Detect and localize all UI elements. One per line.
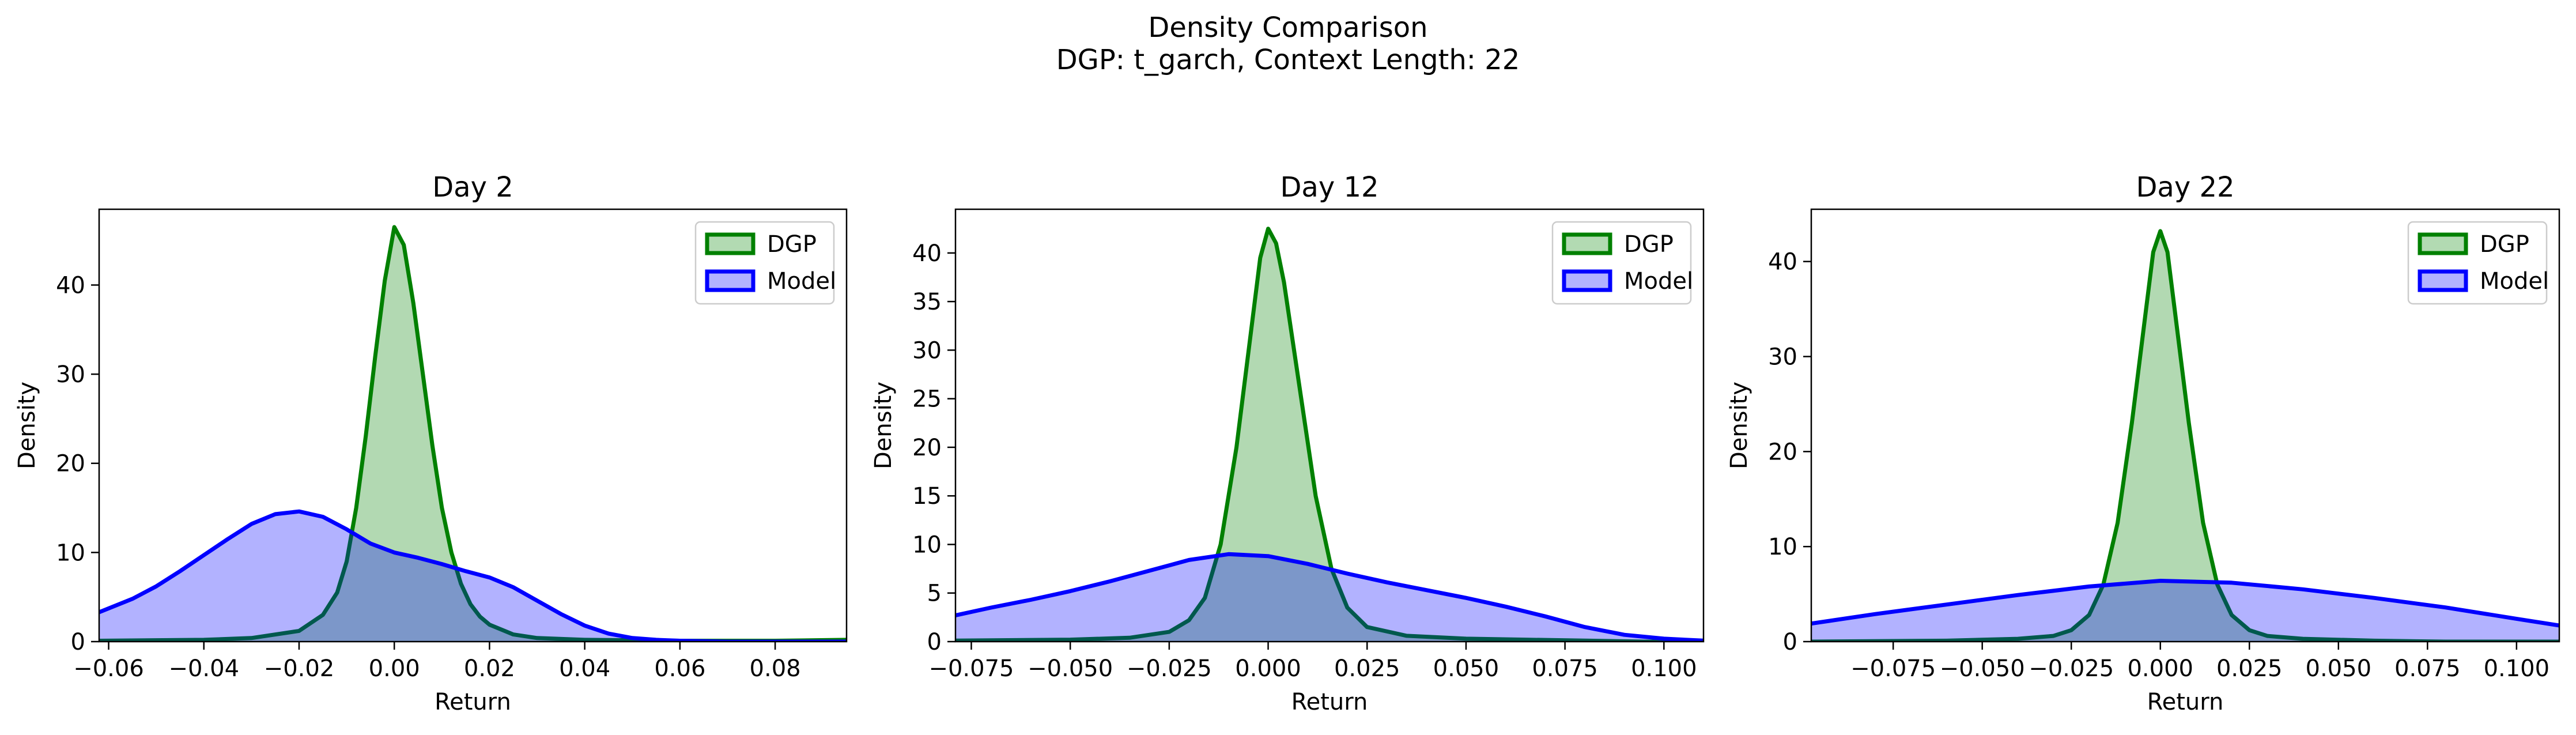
y-tick-label: 20: [912, 435, 942, 461]
x-tick-label: 0.075: [1532, 655, 1598, 682]
y-tick-label: 20: [56, 451, 85, 477]
y-tick-label: 40: [1768, 249, 1797, 276]
x-tick-label: −0.02: [264, 655, 335, 682]
x-tick-label: 0.100: [1631, 655, 1697, 682]
x-tick-label: −0.075: [1850, 655, 1936, 682]
x-tick-label: 0.00: [369, 655, 420, 682]
legend-swatch-model: [1562, 269, 1612, 292]
plot-area: [1811, 229, 2559, 642]
y-tick-label: 0: [927, 629, 942, 655]
axes-frame: [1810, 208, 2560, 643]
panel-title: Day 2: [432, 171, 513, 203]
y-tick-label: 40: [912, 240, 942, 267]
x-tick-label: 0.000: [1235, 655, 1301, 682]
density-fill-model: [1811, 581, 2559, 642]
y-tick-label: 0: [71, 629, 85, 655]
axes-frame: [98, 208, 848, 643]
y-tick-label: 10: [912, 532, 942, 558]
x-axis-label: Return: [435, 689, 511, 715]
density-line-model: [99, 509, 847, 642]
legend-swatch-model: [2418, 269, 2468, 292]
legend: DGP Model: [694, 221, 836, 305]
panel-day-3: −0.075 −0.050 −0.025 0.000 0.025 0.050 0.075 0.…: [1726, 171, 2560, 715]
x-tick-label: −0.06: [73, 655, 144, 682]
legend-swatch-model: [705, 269, 756, 292]
density-line-dgp: [1811, 229, 2559, 642]
legend-swatch-dgp: [1562, 232, 1612, 255]
y-axis-label: Density: [870, 382, 897, 469]
x-tick-label: −0.050: [1940, 655, 2025, 682]
y-axis-label: Density: [14, 382, 40, 469]
density-line-model: [1811, 579, 2559, 628]
panel-day-2: −0.075 −0.050 −0.025 0.000 0.025 0.050 0.075 0.…: [870, 171, 1705, 715]
x-tick-label: 0.050: [1433, 655, 1499, 682]
legend-swatch-dgp: [705, 232, 756, 255]
x-tick-label: 0.075: [2394, 655, 2461, 682]
y-tick-label: 30: [56, 361, 85, 388]
x-tick-label: −0.025: [2029, 655, 2114, 682]
density-line-model: [955, 552, 1704, 642]
y-tick-label: 0: [1783, 629, 1797, 655]
y-axis-label: Density: [1726, 382, 1752, 469]
x-tick-label: 0.025: [1334, 655, 1400, 682]
figure-title: Density Comparison: [1148, 12, 1428, 44]
legend-label-dgp: DGP: [2480, 231, 2529, 258]
x-tick-label: −0.025: [1127, 655, 1212, 682]
y-tick-label: 30: [912, 337, 942, 364]
figure-subtitle: DGP: t_garch, Context Length: 22: [1056, 44, 1520, 76]
panel-day-1: −0.06 −0.04 −0.02 0.00 0.02 0.04 0.06 0.08 0 10 20…: [14, 171, 848, 715]
x-tick-label: 0.050: [2306, 655, 2372, 682]
x-tick-label: −0.075: [928, 655, 1014, 682]
panel-title: Day 22: [2136, 171, 2234, 203]
x-tick-label: −0.050: [1028, 655, 1113, 682]
density-fill-dgp: [1811, 231, 2559, 642]
density-line-dgp: [99, 225, 847, 642]
x-tick-label: −0.04: [168, 655, 239, 682]
panel-title: Day 12: [1280, 171, 1378, 203]
y-tick-label: 10: [1768, 534, 1797, 560]
x-tick-label: 0.06: [654, 655, 705, 682]
legend-label-dgp: DGP: [1624, 231, 1674, 258]
x-tick-label: 0.04: [559, 655, 610, 682]
x-tick-label: 0.08: [750, 655, 801, 682]
x-axis-label: Return: [2147, 689, 2224, 715]
y-tick-label: 20: [1768, 439, 1797, 465]
y-tick-label: 40: [56, 272, 85, 299]
y-tick-label: 30: [1768, 344, 1797, 370]
density-line-dgp: [955, 227, 1704, 642]
axes-frame: [954, 208, 1705, 643]
legend-label-dgp: DGP: [767, 231, 817, 258]
legend: DGP Model: [1551, 221, 1693, 305]
plot-area: [99, 225, 847, 642]
y-tick-label: 25: [912, 386, 942, 413]
y-tick-label: 35: [912, 289, 942, 315]
density-fill-model: [955, 554, 1704, 642]
plot-area: [955, 227, 1704, 642]
legend-label-model: Model: [1624, 268, 1693, 295]
legend: DGP Model: [2407, 221, 2549, 305]
x-tick-label: 0.100: [2484, 655, 2550, 682]
y-tick-label: 5: [927, 581, 942, 607]
legend-swatch-dgp: [2418, 232, 2468, 255]
legend-label-model: Model: [2480, 268, 2549, 295]
x-tick-label: 0.02: [464, 655, 515, 682]
density-fill-model: [99, 511, 847, 642]
x-axis-label: Return: [1291, 689, 1368, 715]
x-tick-label: 0.000: [2127, 655, 2193, 682]
x-tick-label: 0.025: [2216, 655, 2283, 682]
legend-label-model: Model: [767, 268, 836, 295]
y-tick-label: 15: [912, 483, 942, 510]
y-tick-label: 10: [56, 540, 85, 566]
